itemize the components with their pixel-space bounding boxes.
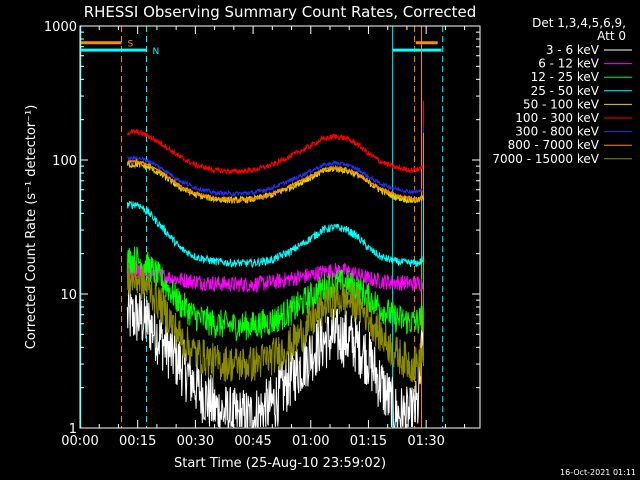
annotation-label: S	[128, 40, 134, 50]
axis-layer: 00:00 00:15 00:30 00:45 01:00 01:15 01:30 1 10 10…	[44, 20, 480, 449]
chart-title: RHESSI Observing Summary Count Rates, Co…	[84, 3, 477, 21]
timestamp: 16-Oct-2021 01:11	[560, 468, 636, 477]
x-tick-label: 00:00	[61, 434, 98, 449]
y-axis-label: Corrected Count Rate (s⁻¹ detector⁻¹)	[24, 105, 39, 350]
x-tick-label: 01:00	[292, 434, 329, 449]
x-tick-label: 00:45	[234, 434, 271, 449]
series-line	[126, 260, 424, 383]
legend-entry-label: 12 - 25 keV	[531, 70, 600, 84]
legend-entry-label: 800 - 7000 keV	[508, 138, 600, 152]
y-tick-label: 1	[69, 422, 77, 437]
legend-header: Det 1,3,4,5,6,9,	[532, 16, 626, 30]
legend-entry-label: 100 - 300 keV	[515, 111, 599, 125]
legend-header: Att 0	[597, 29, 626, 43]
x-tick-label: 00:30	[177, 434, 214, 449]
plot-frame	[79, 25, 481, 429]
y-tick-label: 10	[60, 288, 77, 303]
series-line	[126, 125, 424, 197]
x-tick-label: 00:15	[119, 434, 156, 449]
annotation-label: N	[153, 47, 160, 57]
legend-entry-label: 300 - 800 keV	[515, 125, 599, 139]
x-tick-label: 01:15	[350, 434, 387, 449]
legend-entry-label: 6 - 12 keV	[538, 57, 600, 71]
legend-entry-label: 3 - 6 keV	[546, 43, 600, 57]
x-tick-label: 01:30	[407, 434, 444, 449]
series-line	[126, 195, 424, 269]
legend-entry-label: 25 - 50 keV	[531, 84, 600, 98]
series-line	[126, 100, 424, 175]
series-layer	[126, 100, 424, 428]
series-line	[126, 134, 424, 205]
series-line	[126, 133, 424, 203]
series-line	[126, 219, 424, 294]
legend-entry-label: 50 - 100 keV	[523, 97, 600, 111]
legend-entry-label: 7000 - 15000 keV	[492, 152, 599, 166]
series-line	[126, 246, 424, 342]
series-line	[126, 259, 424, 428]
x-axis-label: Start Time (25-Aug-10 23:59:02)	[174, 456, 386, 471]
y-tick-label: 1000	[44, 20, 77, 35]
y-tick-label: 100	[52, 154, 77, 169]
